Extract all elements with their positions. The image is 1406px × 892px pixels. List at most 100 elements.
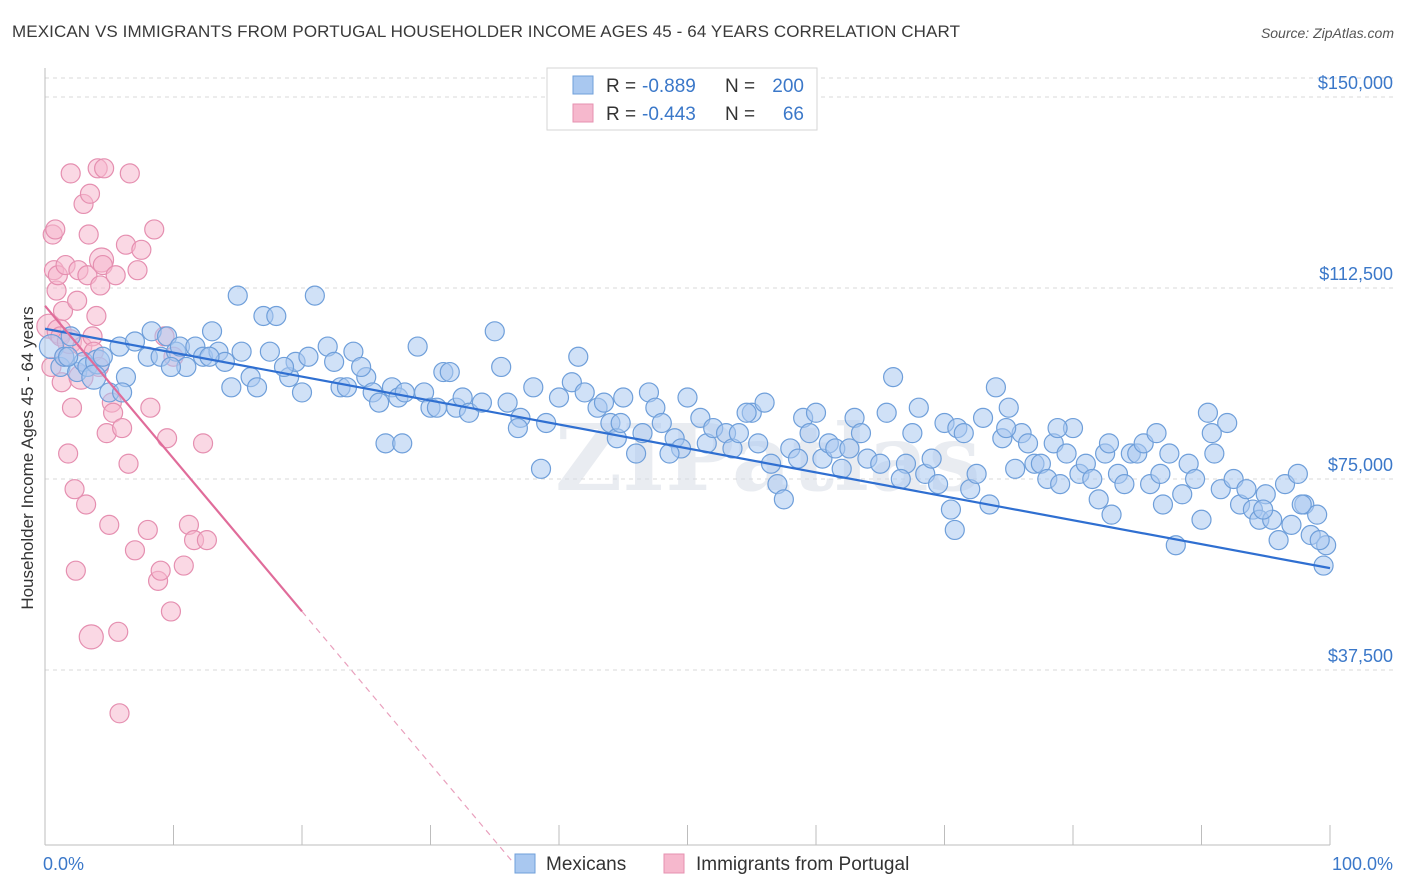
- mexicans-point: [1050, 473, 1071, 495]
- portugal-point: [119, 163, 140, 184]
- mexicans-point: [548, 387, 570, 408]
- portugal-point: [99, 514, 120, 535]
- mexicans-point: [972, 407, 994, 428]
- mexicans-point: [111, 382, 133, 403]
- mexicans-point: [1287, 463, 1308, 485]
- x-tick-labels: 0.0% 100.0%: [43, 854, 1393, 874]
- portugal-point: [140, 397, 161, 418]
- legend-n-value-2: 66: [783, 104, 804, 125]
- mexicans-point: [870, 453, 891, 474]
- mexicans-point: [484, 321, 505, 342]
- mexicans-point: [92, 346, 113, 367]
- mexicans-point: [1150, 463, 1171, 485]
- mexicans-point: [902, 423, 923, 444]
- legend-r-value-1: -0.889: [642, 76, 696, 97]
- mexicans-point: [754, 392, 775, 413]
- mexicans-point: [1017, 433, 1039, 454]
- mexicans-point: [523, 377, 544, 398]
- mexicans-point: [736, 402, 757, 423]
- mexicans-point: [1191, 509, 1212, 530]
- mexicans-point: [471, 392, 492, 413]
- legend-n-label-1: N =: [725, 76, 755, 97]
- mexicans-point: [805, 402, 827, 423]
- trend-lines: [44, 305, 1331, 864]
- mexicans-trend-line: [44, 327, 1331, 570]
- mexicans-point: [574, 382, 595, 403]
- x-tick-label: 100.0%: [1332, 854, 1393, 874]
- mexicans-point: [407, 336, 428, 357]
- mexicans-point: [1101, 504, 1122, 525]
- bottom-legend: Mexicans Immigrants from Portugal: [514, 853, 909, 875]
- mexicans-point: [291, 382, 313, 403]
- portugal-point: [173, 555, 194, 576]
- mexicans-point: [773, 489, 794, 510]
- portugal-point: [103, 402, 124, 423]
- mexicans-point: [1172, 484, 1193, 505]
- y-tick-label: $37,500: [1328, 646, 1393, 666]
- mexicans-point: [1082, 468, 1103, 490]
- mexicans-point: [799, 423, 820, 444]
- portugal-point: [124, 540, 146, 561]
- mexicans-point: [298, 346, 319, 367]
- portugal-point: [160, 601, 182, 622]
- mexicans-point: [1114, 473, 1135, 495]
- mexicans-point: [324, 351, 345, 372]
- portugal-point: [94, 158, 115, 179]
- mexicans-point: [1146, 423, 1167, 444]
- mexicans-point: [1005, 458, 1026, 479]
- portugal-point: [196, 530, 218, 551]
- mexicans-point: [58, 346, 79, 367]
- portugal-point: [52, 300, 74, 322]
- mexicans-point: [201, 321, 223, 342]
- mexicans-point: [953, 423, 974, 444]
- mexicans-point: [1088, 489, 1109, 510]
- portugal-point: [144, 219, 165, 240]
- portugal-point: [109, 703, 130, 724]
- mexicans-point: [1159, 443, 1180, 464]
- mexicans-point: [1056, 443, 1077, 464]
- mexicans-point: [876, 402, 897, 423]
- portugal-point: [64, 479, 85, 500]
- mexicans-point: [966, 463, 987, 485]
- mexicans-point: [927, 473, 949, 495]
- mexicans-point: [160, 356, 182, 378]
- portugal-point: [108, 621, 129, 642]
- y-tick-labels: $37,500 $75,000 $112,500 $150,000: [1318, 73, 1393, 666]
- y-axis-label: Householder Income Ages 45 - 64 years: [18, 306, 37, 609]
- mexicans-point: [985, 377, 1007, 398]
- portugal-point: [137, 519, 158, 541]
- mexicans-point: [221, 377, 242, 398]
- mexicans-point: [1281, 514, 1302, 535]
- mexicans-point: [748, 433, 769, 454]
- mexicans-point: [831, 458, 852, 479]
- mexicans-point: [81, 364, 107, 390]
- legend-n-value-1: 200: [772, 76, 804, 97]
- mexicans-point: [266, 305, 287, 327]
- portugal-point: [105, 265, 126, 286]
- mexicans-point: [568, 346, 589, 367]
- mexicans-point: [259, 341, 280, 362]
- mexicans-point: [394, 382, 415, 403]
- portugal-point: [156, 428, 178, 449]
- legend-r-label-2: R =: [606, 104, 636, 125]
- mexicans-point: [199, 346, 220, 367]
- portugal-point: [192, 433, 214, 454]
- mexicans-point: [632, 423, 653, 444]
- mexicans-point: [1152, 494, 1174, 515]
- bottom-legend-portugal: Immigrants from Portugal: [696, 854, 909, 875]
- mexicans-point: [882, 367, 904, 388]
- x-tick-label: 0.0%: [43, 854, 84, 874]
- portugal-point: [86, 305, 107, 327]
- mexicans-point: [1217, 412, 1238, 434]
- mexicans-point: [1204, 443, 1225, 464]
- portugal-point: [58, 443, 79, 464]
- portugal-point: [90, 275, 111, 296]
- mexicans-point: [998, 397, 1019, 418]
- axes: [44, 68, 1331, 846]
- mexicans-point: [651, 412, 672, 434]
- legend-box: R = -0.889 N = 200 R = -0.443 N = 66: [546, 67, 818, 131]
- mexicans-point: [439, 361, 460, 383]
- portugal-point: [45, 219, 66, 240]
- portugal-point: [150, 560, 171, 581]
- mexicans-point: [1268, 530, 1289, 551]
